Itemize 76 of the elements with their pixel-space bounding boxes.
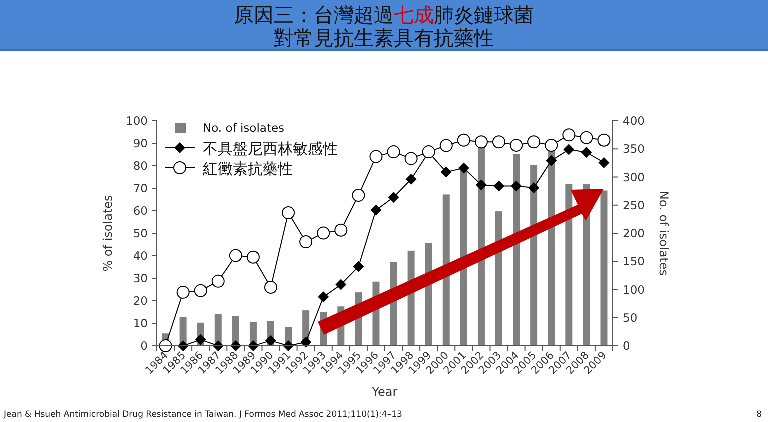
point — [545, 139, 558, 152]
point — [370, 204, 382, 216]
y-tick-label: 30 — [133, 272, 148, 286]
point — [440, 166, 452, 178]
point — [334, 224, 348, 237]
point — [511, 180, 522, 192]
point — [353, 261, 364, 272]
y2-tick-label: 150 — [623, 254, 645, 269]
y-tick-label: 60 — [133, 204, 148, 218]
y2-tick-label: 350 — [623, 142, 645, 156]
chart-title: 原因三：台灣超過七成肺炎鏈球菌 — [234, 3, 534, 27]
x-axis-title: Year — [371, 385, 398, 399]
bar — [566, 184, 573, 346]
point — [510, 139, 524, 152]
y2-tick-label: 50 — [623, 310, 638, 325]
point — [336, 279, 347, 290]
bar — [460, 170, 468, 346]
y-tick-label: 80 — [133, 159, 148, 173]
y-tick-label: 70 — [133, 182, 148, 196]
point — [474, 136, 488, 149]
point — [300, 236, 313, 249]
legend-label: No. of isolates — [203, 121, 285, 135]
point — [404, 152, 418, 166]
point — [598, 157, 610, 168]
point — [476, 180, 487, 191]
legend-label: 不具盤尼西林敏感性 — [203, 140, 338, 158]
point — [352, 188, 366, 202]
point — [546, 155, 558, 166]
y-tick-label: 40 — [133, 249, 148, 263]
point — [370, 150, 383, 164]
y-tick-label: 50 — [133, 226, 148, 240]
point — [440, 139, 453, 152]
y2-tick-label: 0 — [623, 339, 630, 353]
point — [528, 182, 540, 194]
bar — [442, 194, 450, 346]
legend-label: 紅黴素抗藥性 — [203, 160, 293, 178]
y-tick-label: 0 — [140, 339, 148, 353]
y2-tick-label: 200 — [623, 226, 645, 240]
point — [300, 336, 312, 348]
point — [581, 147, 592, 158]
y2-tick-label: 400 — [623, 114, 645, 128]
point — [212, 274, 225, 288]
y-tick-label: 10 — [133, 316, 148, 330]
y2-tick-label: 100 — [623, 282, 645, 297]
y-tick-label: 20 — [133, 294, 148, 308]
bar — [600, 190, 608, 346]
point — [580, 131, 594, 144]
text: 8 — [756, 410, 762, 420]
point — [266, 335, 276, 346]
bar — [496, 212, 502, 346]
y2-tick-label: 250 — [623, 198, 645, 212]
point — [562, 128, 576, 142]
text: Jean & Hsueh Antimicrobial Drug Resistance in Taiwan. J Formos Med Assoc 2011;110(1):4–13 — [3, 410, 402, 420]
chart-subtitle: 對常見抗生素具有抗藥性 — [274, 26, 494, 50]
point — [494, 180, 504, 192]
point — [176, 286, 190, 299]
point — [246, 250, 260, 264]
point — [282, 206, 296, 220]
point — [564, 144, 575, 156]
point — [406, 174, 417, 185]
point — [318, 292, 330, 303]
y2-tick-label: 300 — [623, 170, 645, 184]
point — [264, 281, 278, 294]
point — [317, 226, 330, 240]
point — [194, 284, 208, 298]
point — [457, 134, 470, 147]
y-tick-label: 100 — [126, 114, 148, 128]
point — [528, 136, 541, 149]
point — [492, 136, 506, 149]
y2-axis-title: No. of isolates — [657, 190, 671, 276]
point — [388, 192, 400, 203]
point — [229, 249, 242, 262]
point — [458, 162, 470, 174]
point — [195, 334, 206, 346]
y-tick-label: 90 — [133, 136, 148, 150]
y-axis-title: % of isolates — [101, 195, 115, 272]
